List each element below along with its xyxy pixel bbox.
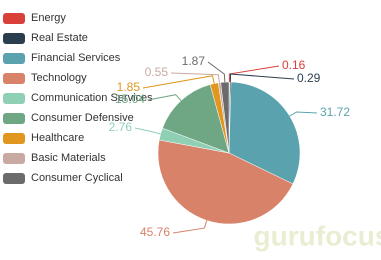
legend-swatch: [3, 93, 25, 104]
data-label: 2.76: [109, 120, 133, 134]
legend-label: Consumer Defensive: [31, 112, 134, 124]
data-label: 0.55: [145, 65, 169, 79]
legend-swatch: [3, 133, 25, 144]
leader-line: [142, 75, 215, 89]
watermark: gurufocus: [254, 220, 381, 251]
leader-line: [229, 73, 295, 83]
legend-label: Consumer Cyclical: [31, 172, 123, 184]
legend-label: Basic Materials: [31, 152, 106, 164]
data-label: 0.16: [282, 58, 306, 72]
leader-line: [170, 72, 220, 83]
pie-slice: [157, 139, 294, 225]
data-label: 1.85: [117, 80, 141, 94]
leader-line: [134, 127, 161, 135]
legend-swatch: [3, 73, 25, 84]
leader-line: [289, 111, 318, 117]
data-label: 45.76: [140, 225, 170, 239]
data-label: 31.72: [320, 105, 350, 119]
leader-line: [207, 61, 226, 83]
legend-label: Financial Services: [31, 52, 121, 64]
legend-swatch: [3, 33, 25, 44]
legend-label: Real Estate: [31, 32, 88, 44]
data-label: 0.29: [297, 71, 321, 85]
legend-label: Technology: [31, 72, 87, 84]
leader-line: [147, 94, 182, 101]
legend-swatch: [3, 173, 25, 184]
legend-label: Healthcare: [31, 132, 84, 144]
data-label: 1.87: [182, 54, 206, 68]
pie-slice: [228, 81, 301, 185]
leader-line: [172, 220, 208, 234]
legend-swatch: [3, 13, 25, 24]
leader-line: [228, 65, 280, 83]
data-label: 15.04: [115, 92, 145, 106]
legend-swatch: [3, 53, 25, 64]
legend-label: Energy: [31, 12, 66, 24]
legend-swatch: [3, 113, 25, 124]
legend-label: Communication Services: [31, 92, 153, 104]
legend-swatch: [3, 153, 25, 164]
